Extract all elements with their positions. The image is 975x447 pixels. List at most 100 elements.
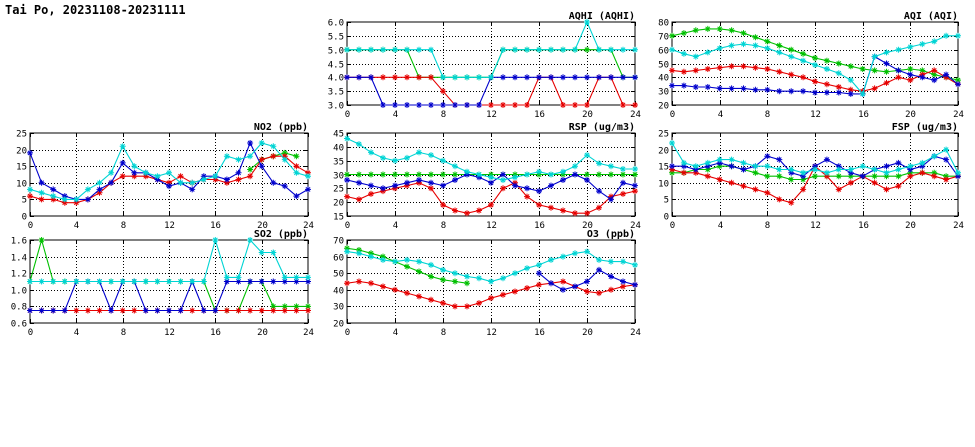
y-tick-label: 1.0	[11, 287, 27, 297]
x-tick-label: 0	[670, 110, 675, 120]
y-tick-label: 45	[333, 130, 344, 140]
fsp-chart-title: FSP (ug/m3)	[892, 122, 958, 133]
x-tick-label: 8	[441, 328, 446, 338]
y-tick-label: 4.0	[328, 74, 344, 84]
x-tick-label: 24	[303, 221, 314, 231]
y-tick-label: 4.5	[328, 61, 344, 71]
rsp-chart: 15 20 25 30 35 40 45 0 4 8 12 16 20 24 RSP (ug/m3)	[317, 119, 645, 237]
x-tick-label: 4	[74, 328, 79, 338]
no2-chart-title: NO2 (ppb)	[254, 122, 308, 133]
o3-chart-title: O3 (ppb)	[587, 229, 635, 240]
y-tick-label: 20	[16, 147, 27, 157]
x-tick-label: 16	[210, 221, 221, 231]
x-tick-label: 12	[164, 221, 175, 231]
x-tick-label: 4	[74, 221, 79, 231]
y-tick-label: 20	[658, 147, 669, 157]
y-tick-label: 6.0	[328, 19, 344, 29]
y-tick-label: 0	[22, 213, 27, 223]
x-tick-label: 12	[486, 110, 497, 120]
y-tick-label: 80	[658, 19, 669, 29]
x-tick-label: 16	[534, 110, 545, 120]
x-tick-label: 20	[257, 328, 268, 338]
y-tick-label: 35	[333, 158, 344, 168]
x-tick-label: 20	[905, 221, 916, 231]
x-tick-label: 0	[345, 328, 350, 338]
x-tick-label: 0	[28, 328, 33, 338]
aqhi-chart-title: AQHI (AQHI)	[569, 11, 635, 22]
x-tick-label: 4	[393, 110, 398, 120]
series-cyan-markers	[344, 248, 638, 285]
o3-plot: 20 30 40 50 60 70 0 4 8 12 16 20 24 O3 (ppb)	[333, 229, 641, 338]
series-cyan-markers	[669, 32, 961, 97]
o3-chart: 20 30 40 50 60 70 0 4 8 12 16 20 24 O3 (ppb)	[317, 226, 645, 344]
y-tick-label: 3.5	[328, 88, 344, 98]
fsp-plot: 0 5 10 15 20 25 0 4 8 12 16 20 24 FSP (ug/m3)	[658, 122, 964, 231]
x-tick-label: 8	[765, 110, 770, 120]
x-tick-label: 8	[121, 221, 126, 231]
y-tick-label: 25	[333, 185, 344, 195]
y-tick-label: 1.6	[11, 237, 27, 247]
y-tick-label: 5.5	[328, 33, 344, 43]
x-tick-label: 4	[718, 110, 723, 120]
series-cyan-markers	[27, 140, 311, 203]
x-tick-label: 20	[582, 110, 593, 120]
y-tick-label: 30	[658, 88, 669, 98]
x-tick-label: 0	[345, 110, 350, 120]
series-blue-markers	[344, 74, 638, 108]
y-tick-label: 30	[333, 303, 344, 313]
y-tick-label: 60	[333, 254, 344, 264]
x-tick-label: 12	[486, 221, 497, 231]
series-cyan-markers	[344, 19, 638, 81]
series-cyan-markers	[669, 140, 961, 176]
aqi-chart: 20 30 40 50 60 70 80 0 4 8 12 16 20 24 AQI (AQI)	[642, 8, 968, 126]
so2-plot: 0.6 0.8 1.0 1.2 1.4 1.6 0 4 8 12 16 20 24 SO2 (ppb)	[11, 229, 314, 338]
y-tick-label: 40	[333, 287, 344, 297]
y-tick-label: 0.8	[11, 303, 27, 313]
y-tick-label: 5	[22, 196, 27, 206]
x-tick-label: 24	[630, 221, 641, 231]
x-tick-label: 4	[393, 328, 398, 338]
x-tick-label: 12	[810, 110, 821, 120]
x-tick-label: 16	[210, 328, 221, 338]
fsp-chart: 0 5 10 15 20 25 0 4 8 12 16 20 24 FSP (ug/m3)	[642, 119, 968, 237]
series-cyan-markers	[344, 135, 638, 183]
x-tick-label: 12	[486, 328, 497, 338]
series-cyan-markers	[27, 237, 311, 285]
x-tick-label: 16	[534, 221, 545, 231]
so2-chart: 0.6 0.8 1.0 1.2 1.4 1.6 0 4 8 12 16 20 24 SO2 (ppb)	[0, 226, 318, 344]
y-tick-label: 25	[16, 130, 27, 140]
y-tick-label: 50	[658, 61, 669, 71]
y-tick-label: 40	[658, 74, 669, 84]
y-tick-label: 20	[333, 199, 344, 209]
x-tick-label: 0	[28, 221, 33, 231]
y-tick-label: 5	[664, 196, 669, 206]
x-tick-label: 8	[765, 221, 770, 231]
y-tick-label: 20	[333, 320, 344, 330]
x-tick-label: 24	[630, 328, 641, 338]
x-tick-label: 0	[670, 221, 675, 231]
aqi-plot: 20 30 40 50 60 70 80 0 4 8 12 16 20 24 AQI (AQI)	[658, 11, 964, 120]
y-tick-label: 15	[16, 163, 27, 173]
y-tick-label: 3.0	[328, 102, 344, 112]
x-tick-label: 8	[441, 221, 446, 231]
rsp-chart-title: RSP (ug/m3)	[569, 122, 635, 133]
y-tick-label: 0	[664, 213, 669, 223]
y-tick-label: 10	[658, 180, 669, 190]
page-title: Tai Po, 20231108-20231111	[5, 3, 186, 17]
y-tick-label: 0.6	[11, 320, 27, 330]
aqi-chart-title: AQI (AQI)	[904, 11, 958, 22]
series-blue-markers	[536, 266, 638, 293]
aqhi-plot: 3.0 3.5 4.0 4.5 5.0 5.5 6.0 0 4 8 12 16 20 24 AQHI (AQ…	[328, 11, 641, 120]
no2-plot: 0 5 10 15 20 25 0 4 8 12 16 20 24 NO2 (ppb)	[16, 122, 314, 231]
y-tick-label: 30	[333, 172, 344, 182]
y-tick-label: 5.0	[328, 47, 344, 57]
x-tick-label: 16	[534, 328, 545, 338]
y-tick-label: 25	[658, 130, 669, 140]
x-tick-label: 24	[953, 221, 964, 231]
x-tick-label: 12	[164, 328, 175, 338]
rsp-plot: 15 20 25 30 35 40 45 0 4 8 12 16 20 24 RSP (ug/m3)	[333, 122, 641, 231]
x-tick-label: 20	[257, 221, 268, 231]
y-tick-label: 20	[658, 102, 669, 112]
x-tick-label: 4	[718, 221, 723, 231]
